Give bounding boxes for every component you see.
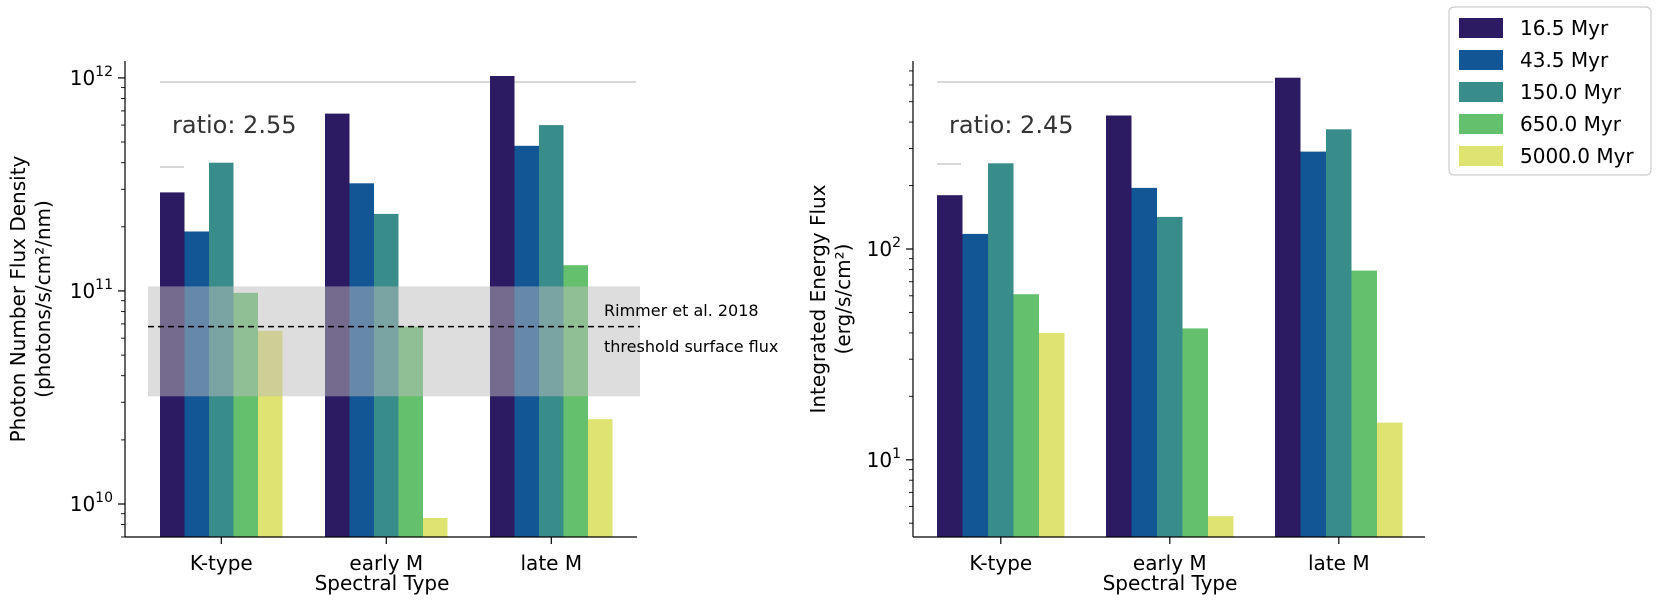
legend-swatch xyxy=(1459,114,1503,134)
x-tick-label: early M xyxy=(1133,551,1207,575)
x-axis-label: Spectral Type xyxy=(315,571,450,595)
y-tick-base: 10 xyxy=(70,279,95,303)
bar-k-type-16-5-myr xyxy=(937,195,963,537)
photon-flux-panel: ratio: 2.55 Rimmer et al. 2018 threshold… xyxy=(6,61,778,595)
x-tick-label: K-type xyxy=(190,551,253,575)
legend-swatch xyxy=(1459,18,1503,38)
x-ticks: K-type early M late M xyxy=(969,537,1370,575)
y-tick-base: 10 xyxy=(867,448,892,472)
legend-label: 150.0 Myr xyxy=(1520,80,1622,104)
legend-label: 43.5 Myr xyxy=(1520,48,1609,72)
legend-swatch xyxy=(1459,82,1503,102)
x-tick-label: early M xyxy=(349,551,423,575)
bar-early-m-16-5-myr xyxy=(1106,115,1132,537)
y-tick-base: 10 xyxy=(70,66,95,90)
legend-swatch xyxy=(1459,50,1503,70)
y-axis-label-line1: Integrated Energy Flux xyxy=(806,184,830,413)
annotation-rimmer: Rimmer et al. 2018 xyxy=(604,301,759,320)
y-tick-label: 102 xyxy=(867,235,901,261)
bar-early-m-5000-0-myr xyxy=(423,518,448,537)
bar-early-m-650-0-myr xyxy=(1182,328,1208,537)
bar-early-m-5000-0-myr xyxy=(1208,516,1234,537)
y-tick-label: 101 xyxy=(867,446,901,472)
bar-late-m-650-0-myr xyxy=(1351,270,1377,537)
bar-late-m-5000-0-myr xyxy=(588,419,613,537)
y-axis-label-line2: (erg/s/cm²) xyxy=(831,244,855,355)
legend-label: 5000.0 Myr xyxy=(1520,144,1634,168)
y-tick-exponent: 10 xyxy=(95,490,113,506)
y-tick-label: 1012 xyxy=(70,64,113,90)
bar-late-m-16-5-myr xyxy=(1275,77,1301,537)
bar-late-m-5000-0-myr xyxy=(1377,422,1403,537)
legend-label: 16.5 Myr xyxy=(1520,16,1609,40)
y-tick-base: 10 xyxy=(70,492,95,516)
y-tick-label: 1010 xyxy=(70,490,113,516)
bar-k-type-5000-0-myr xyxy=(1039,332,1065,537)
x-tick-label: K-type xyxy=(969,551,1032,575)
legend: 16.5 Myr 43.5 Myr 150.0 Myr 650.0 Myr 5000.0… xyxy=(1448,6,1652,176)
y-tick-exponent: 1 xyxy=(892,446,901,462)
bar-k-type-150-0-myr xyxy=(988,163,1014,538)
bar-late-m-150-0-myr xyxy=(1326,129,1352,538)
bar-early-m-150-0-myr xyxy=(1157,216,1183,537)
x-tick-label: late M xyxy=(521,551,583,575)
ratio-label: ratio: 2.45 xyxy=(949,111,1074,139)
bar-group xyxy=(937,77,1403,538)
y-tick-base: 10 xyxy=(867,237,892,261)
annotation-threshold: threshold surface flux xyxy=(604,337,778,356)
x-tick-label: late M xyxy=(1308,551,1370,575)
legend-label: 650.0 Myr xyxy=(1520,112,1622,136)
bar-k-type-43-5-myr xyxy=(962,233,988,537)
y-axis-label-line1: Photon Number Flux Density xyxy=(6,155,30,442)
y-axis-label-line2: (photons/s/cm²/nm) xyxy=(31,200,55,398)
y-tick-exponent: 2 xyxy=(892,235,901,251)
legend-swatch xyxy=(1459,146,1503,166)
bar-early-m-43-5-myr xyxy=(1131,187,1157,537)
threshold-band xyxy=(148,286,640,397)
ratio-label: ratio: 2.55 xyxy=(172,111,297,139)
y-tick-label: 1011 xyxy=(70,277,113,303)
x-axis-label: Spectral Type xyxy=(1103,571,1238,595)
y-tick-exponent: 11 xyxy=(95,277,113,293)
bar-k-type-650-0-myr xyxy=(1013,294,1039,537)
y-tick-exponent: 12 xyxy=(95,64,113,80)
bar-late-m-43-5-myr xyxy=(1300,151,1326,537)
x-ticks: K-type early M late M xyxy=(190,537,582,575)
